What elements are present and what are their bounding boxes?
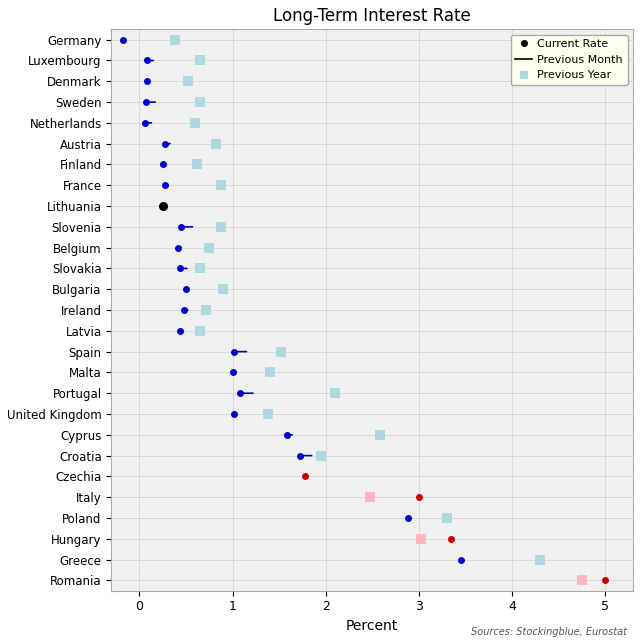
Legend: Current Rate, Previous Month, Previous Year: Current Rate, Previous Month, Previous Y… [511, 35, 627, 85]
Text: Sources: Stockingblue, Eurostat: Sources: Stockingblue, Eurostat [471, 627, 627, 637]
Title: Long-Term Interest Rate: Long-Term Interest Rate [273, 7, 471, 25]
X-axis label: Percent: Percent [346, 619, 398, 633]
